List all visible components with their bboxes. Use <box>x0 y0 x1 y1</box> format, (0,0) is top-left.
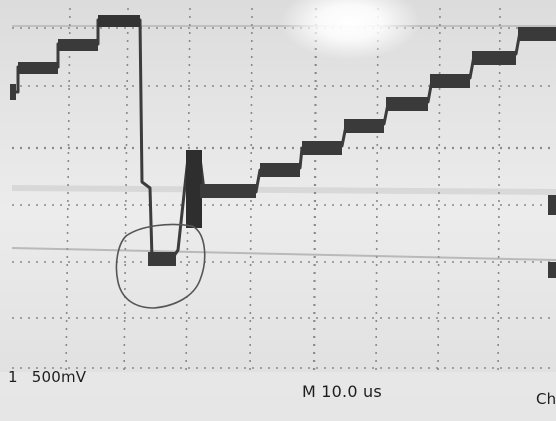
corner-channel-label: Ch <box>536 390 556 408</box>
channel-scale-readout: 1 500mV <box>8 368 86 386</box>
hand-drawn-circle <box>115 223 206 309</box>
channel-number: 1 <box>8 368 18 386</box>
volts-per-div: 500mV <box>31 368 87 386</box>
signal-trace <box>10 15 556 278</box>
timebase-readout: M 10.0 us <box>302 382 382 401</box>
light-glare <box>280 0 420 60</box>
readout-strip <box>0 372 556 421</box>
